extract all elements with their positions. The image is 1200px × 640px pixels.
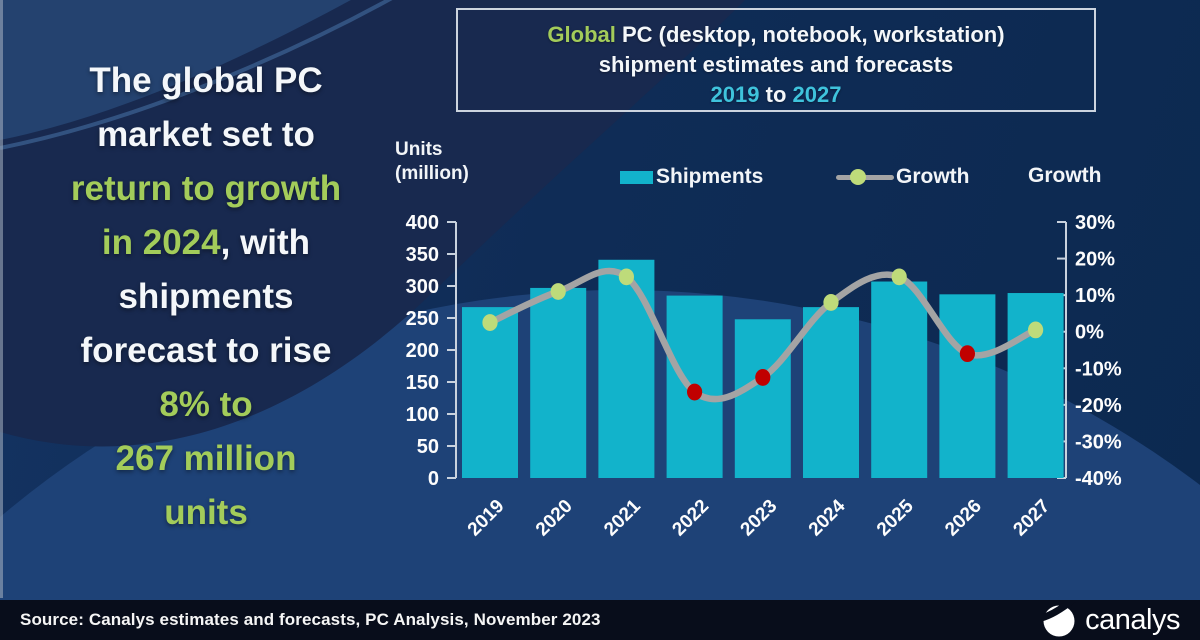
- growth-point-2022: [687, 383, 703, 401]
- right-axis-tick-label: 30%: [1075, 212, 1115, 234]
- text-line: shipment estimates and forecasts: [598, 52, 954, 77]
- text-line: in 2024, with: [101, 223, 311, 262]
- text-line: 2019 to 2027: [710, 82, 842, 107]
- left-axis-tick-label: 200: [406, 340, 439, 362]
- text-line: 8% to: [159, 385, 253, 424]
- left-axis-tick-label: 100: [406, 404, 439, 426]
- x-axis-label-2021: 2021: [600, 495, 645, 540]
- bar-2024: [803, 307, 859, 478]
- right-axis-tick-label: -40%: [1075, 468, 1122, 490]
- growth-point-2027: [1028, 321, 1044, 339]
- right-axis-tick-label: -20%: [1075, 395, 1122, 417]
- bar-2026: [939, 294, 996, 478]
- right-axis-tick-label: -30%: [1075, 431, 1122, 453]
- x-axis-label-2022: 2022: [668, 496, 713, 541]
- growth-line-icon: [836, 167, 894, 187]
- bar-2021: [598, 259, 655, 478]
- x-axis-label-2027: 2027: [1009, 496, 1054, 541]
- left-axis-tick-label: 0: [428, 468, 439, 490]
- left-axis-tick-label: 150: [406, 372, 439, 394]
- growth-dot-icon: [850, 169, 866, 185]
- canalys-logo-icon: [1041, 602, 1076, 637]
- legend-shipments-label: Shipments: [656, 165, 764, 188]
- growth-point-2019: [482, 314, 498, 331]
- left-axis-tick-label: 300: [406, 276, 439, 298]
- growth-point-2025: [891, 268, 907, 286]
- canalys-logo: canalys: [1041, 602, 1180, 638]
- x-axis-label-2025: 2025: [873, 495, 918, 540]
- right-axis-tick-label: 20%: [1075, 249, 1115, 271]
- text-line: forecast to rise: [80, 331, 332, 370]
- left-axis-tick-label: 250: [406, 308, 439, 330]
- right-axis-tick-label: 10%: [1075, 285, 1115, 307]
- x-axis-label-2019: 2019: [464, 496, 509, 541]
- growth-point-2023: [755, 369, 771, 386]
- text-line: shipments: [118, 277, 294, 316]
- left-axis-title-line2: (million): [395, 163, 469, 184]
- x-axis-label-2026: 2026: [941, 496, 986, 541]
- left-axis-tick-label: 50: [417, 436, 439, 458]
- bar-2025: [871, 281, 928, 478]
- right-axis-tick-label: 0%: [1075, 322, 1104, 344]
- right-axis-tick-label: -10%: [1075, 358, 1122, 380]
- headline: The global PC market set to return to grow…: [30, 54, 382, 540]
- text-line: Global PC (desktop, notebook, workstatio…: [547, 22, 1005, 47]
- bar-2027: [1007, 293, 1064, 478]
- x-axis-label-2020: 2020: [532, 496, 577, 541]
- bar-2023: [734, 319, 791, 478]
- text-line: units: [164, 493, 248, 532]
- shipments-swatch-icon: [620, 170, 653, 184]
- growth-point-2021: [618, 268, 635, 286]
- footer-bar: Source: Canalys estimates and forecasts,…: [0, 600, 1200, 640]
- text-line: return to growth: [70, 169, 342, 208]
- growth-point-2026: [959, 345, 976, 363]
- bar-2020: [530, 287, 587, 478]
- left-edge-line: [0, 0, 3, 598]
- left-axis-title: Units (million): [395, 138, 469, 186]
- growth-point-2020: [550, 283, 566, 300]
- right-axis-title: Growth: [1028, 164, 1102, 187]
- legend-shipments: Shipments: [620, 165, 763, 189]
- source-text: Source: Canalys estimates and forecasts,…: [20, 610, 601, 629]
- chart-title-box: Global PC (desktop, notebook, workstatio…: [456, 8, 1096, 112]
- left-axis-tick-label: 350: [406, 244, 439, 266]
- legend-growth: Growth: [836, 165, 970, 189]
- bar-2019: [462, 307, 518, 478]
- text-line: 267 million: [115, 439, 297, 478]
- text-line: market set to: [97, 115, 315, 154]
- text-line: The global PC: [89, 61, 323, 100]
- left-axis-title-line1: Units: [395, 139, 443, 160]
- x-axis-label-2024: 2024: [805, 495, 850, 540]
- left-axis-tick-label: 400: [406, 212, 439, 234]
- legend-growth-label: Growth: [896, 165, 970, 188]
- canalys-logo-text: canalys: [1085, 603, 1180, 636]
- x-axis-label-2023: 2023: [737, 496, 782, 541]
- growth-point-2024: [823, 294, 839, 311]
